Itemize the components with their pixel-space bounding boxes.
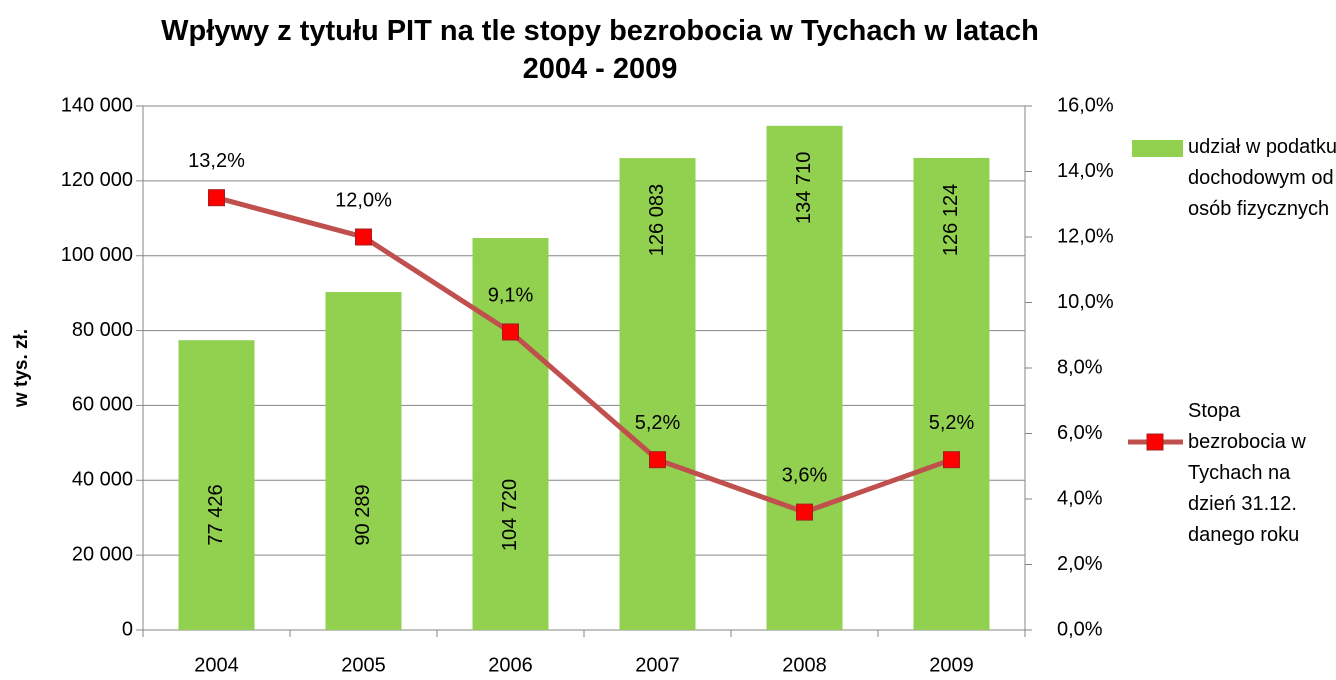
x-tick-label: 2008 — [782, 654, 827, 676]
x-tick-label: 2005 — [341, 654, 386, 676]
marker — [649, 451, 666, 469]
bar — [619, 158, 696, 630]
line-value-label: 5,2% — [929, 412, 975, 434]
bar-value-label: 77 426 — [205, 484, 227, 545]
bar-value-label: 134 710 — [793, 152, 815, 224]
bar — [325, 292, 402, 630]
legend-label: Stopa bezrobocia w Tychach na dzień 31.1… — [1188, 400, 1306, 546]
y2-tick-label: 14,0% — [1057, 160, 1114, 182]
y-tick-label: 120 000 — [61, 169, 133, 191]
bar-value-label: 104 720 — [499, 479, 521, 551]
legend-swatch — [1146, 433, 1164, 451]
y-tick-label: 140 000 — [61, 94, 133, 116]
bar-value-label: 126 083 — [646, 184, 668, 256]
y2-tick-label: 10,0% — [1057, 291, 1114, 313]
line-value-label: 5,2% — [635, 412, 681, 434]
line-value-label: 12,0% — [335, 189, 392, 211]
line-value-label: 3,6% — [782, 464, 828, 486]
bar-value-label: 90 289 — [352, 484, 374, 545]
x-tick-label: 2009 — [929, 654, 974, 676]
y-tick-label: 0 — [122, 618, 133, 640]
bar-value-label: 126 124 — [940, 184, 962, 256]
marker — [355, 228, 372, 246]
x-tick-label: 2007 — [635, 654, 680, 676]
y2-tick-label: 0,0% — [1057, 618, 1103, 640]
legend-label: udział w podatku dochodowym od osób fizy… — [1188, 136, 1336, 220]
marker — [208, 189, 225, 207]
line-value-label: 9,1% — [488, 284, 534, 306]
y2-tick-label: 16,0% — [1057, 94, 1114, 116]
marker — [502, 323, 519, 341]
y2-tick-label: 12,0% — [1057, 225, 1114, 247]
line-value-label: 13,2% — [188, 150, 245, 172]
y2-tick-label: 2,0% — [1057, 553, 1103, 575]
y-tick-label: 100 000 — [61, 244, 133, 266]
y2-tick-label: 8,0% — [1057, 356, 1103, 378]
x-tick-label: 2004 — [194, 654, 239, 676]
bar — [472, 238, 549, 630]
y-tick-label: 80 000 — [72, 319, 133, 341]
bar — [178, 340, 255, 630]
y2-tick-label: 6,0% — [1057, 422, 1103, 444]
chart-title: Wpływy z tytułu PIT na tle stopy bezrobo… — [161, 15, 1039, 85]
y-tick-label: 40 000 — [72, 469, 133, 491]
bar — [766, 125, 843, 630]
bar — [913, 157, 990, 630]
y2-tick-label: 4,0% — [1057, 487, 1103, 509]
y-axis-label: w tys. zł. — [11, 329, 32, 408]
line — [215, 195, 953, 515]
legend-swatch — [1132, 140, 1183, 157]
marker — [943, 451, 960, 469]
marker — [796, 503, 813, 521]
y-tick-label: 20 000 — [72, 543, 133, 565]
x-tick-label: 2006 — [488, 654, 533, 676]
y-tick-label: 60 000 — [72, 394, 133, 416]
